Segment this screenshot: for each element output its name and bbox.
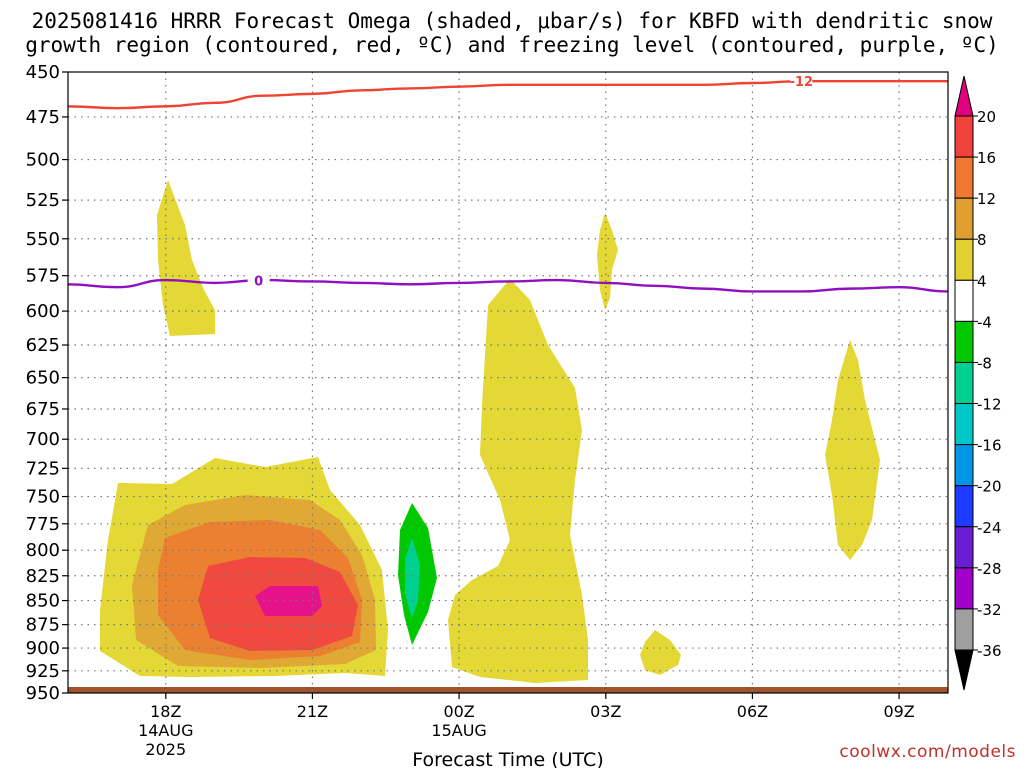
colorbar: 20 16 12 8 4 -4 -8 -12 -16 -20 -24 -28 -32 -36 [954, 75, 1002, 691]
colorbar-tick-label: -36 [977, 642, 1002, 660]
y-tick-label: 900 [26, 638, 60, 659]
colorbar-swatch [954, 403, 974, 446]
y-tick-label: 800 [26, 540, 60, 561]
colorbar-tick-label: -28 [977, 560, 1002, 578]
x-tick-label: 03Z [590, 702, 621, 721]
colorbar-tick-label: 8 [977, 231, 987, 249]
colorbar-tick-label: -20 [977, 478, 1002, 496]
y-tick-label: 600 [26, 301, 60, 322]
chart-title-line-1: 2025081416 HRRR Forecast Omega (shaded, … [31, 9, 993, 33]
y-tick-label: 650 [26, 368, 60, 389]
y-tick-label: 550 [26, 229, 60, 250]
omega-shading [68, 180, 948, 693]
colorbar-tick-label: -4 [977, 313, 992, 331]
colorbar-swatch [954, 320, 974, 363]
colorbar-cap-bottom [954, 649, 974, 691]
colorbar-swatch [954, 279, 974, 322]
colorbar-tick-label: -32 [977, 601, 1002, 619]
colorbar-swatch [954, 567, 974, 610]
colorbar-swatch [954, 156, 974, 199]
x-tick-label: 21Z [297, 702, 328, 721]
colorbar-tick-label: -24 [977, 519, 1002, 537]
y-tick-label: 450 [26, 62, 60, 83]
surface-band [68, 687, 948, 693]
y-tick-label: 625 [26, 335, 60, 356]
colorbar-tick-label: 12 [977, 190, 996, 208]
x-tick-label: 18Z [150, 702, 181, 721]
y-tick-label: 575 [26, 266, 60, 287]
y-tick-label: 950 [26, 683, 60, 704]
colorbar-tick-label: 16 [977, 149, 996, 167]
omega-region-4 [157, 180, 215, 336]
y-tick-label: 475 [26, 107, 60, 128]
colorbar-swatch [954, 526, 974, 569]
y-tick-label: 675 [26, 399, 60, 420]
contour-line-freezing [68, 278, 948, 293]
colorbar-tick-label: -8 [977, 354, 992, 372]
y-tick-label: 700 [26, 429, 60, 450]
colorbar-swatch [954, 197, 974, 240]
contour-labels: -12 0 [247, 73, 814, 289]
omega-region-4 [448, 279, 588, 683]
y-tick-label: 725 [26, 458, 60, 479]
colorbar-swatch [954, 238, 974, 281]
y-tick-label: 825 [26, 566, 60, 587]
colorbar-cap-top [954, 75, 974, 117]
omega-region-4 [597, 213, 618, 310]
omega-region-20 [255, 586, 322, 616]
colorbar-swatch [954, 444, 974, 487]
contour-label-bg [247, 272, 270, 289]
omega-region-4 [825, 340, 880, 560]
plot-frame [67, 71, 949, 694]
y-tick-label: 750 [26, 487, 60, 508]
colorbar-tick-label: -16 [977, 437, 1002, 455]
colorbar-swatch [954, 361, 974, 405]
x-tick-label: 09Z [883, 702, 914, 721]
x-tick-date-label: 14AUG [138, 721, 193, 740]
x-tick-label: 00Z [443, 702, 474, 721]
y-tick-label: 850 [26, 591, 60, 612]
chart-title-line-2: growth region (contoured, red, ºC) and f… [25, 33, 999, 57]
x-tick-year-label: 2025 [145, 740, 186, 759]
colorbar-swatch [954, 608, 974, 651]
y-tick-label: 925 [26, 661, 60, 682]
colorbar-tick-label: -12 [977, 396, 1002, 414]
y-tick-label: 525 [26, 190, 60, 211]
y-axis: 450 475 500 525 550 575 600 625 650 675 700 725 750 7… [26, 62, 68, 704]
x-axis-label: Forecast Time (UTC) [412, 749, 603, 768]
contour-label: 0 [254, 274, 263, 289]
contour-label: -12 [790, 75, 814, 90]
colorbar-tick-label: 20 [977, 108, 996, 126]
contour-label-bg [790, 73, 813, 90]
y-tick-label: 775 [26, 514, 60, 535]
omega-region-neg8 [405, 538, 420, 618]
omega-region-4 [640, 630, 681, 675]
y-tick-label: 875 [26, 615, 60, 636]
y-tick-label: 500 [26, 150, 60, 171]
colorbar-swatch [954, 115, 974, 158]
colorbar-swatch [954, 485, 974, 528]
colorbar-tick-label: 4 [977, 272, 987, 290]
x-tick-label: 06Z [737, 702, 768, 721]
x-tick-date-label: 15AUG [431, 721, 486, 740]
credit-text: coolwx.com/models [839, 742, 1016, 762]
